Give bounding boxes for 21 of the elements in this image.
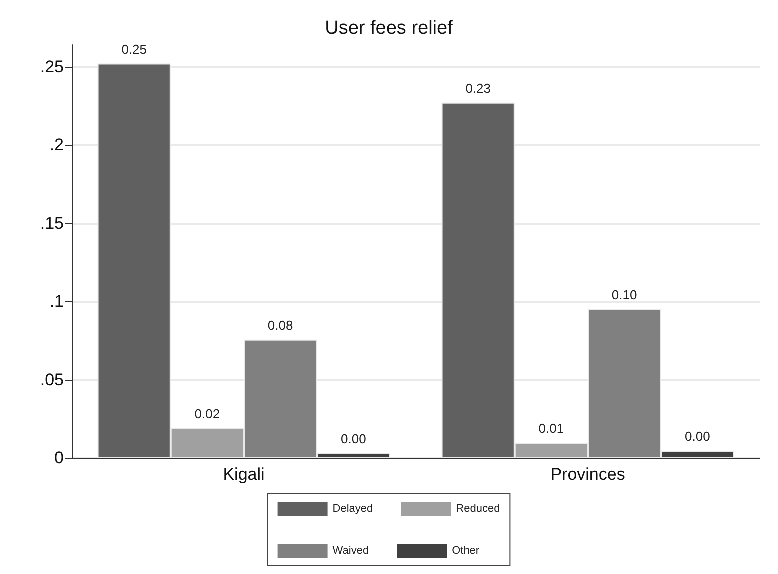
y-tick-label: .1 — [50, 292, 64, 312]
legend-label: Reduced — [456, 503, 500, 515]
legend-label: Delayed — [332, 503, 374, 515]
data-label: 0.25 — [122, 42, 148, 57]
data-label: 0.01 — [538, 421, 564, 436]
data-label: 0.00 — [684, 428, 710, 444]
chart-title: User fees relief — [325, 18, 454, 39]
y-tick-label: .05 — [40, 370, 64, 390]
y-tick-label: .2 — [50, 136, 64, 155]
data-label: 0.02 — [194, 406, 220, 422]
data-label: 0.10 — [612, 287, 638, 302]
data-label: 0.00 — [340, 431, 366, 446]
y-tick-label: .25 — [40, 57, 64, 76]
data-label: 0.23 — [466, 80, 492, 96]
legend-label: Other — [452, 545, 480, 557]
x-tick-label: Provinces — [550, 465, 626, 484]
x-tick-label: Kigali — [223, 465, 265, 484]
y-tick-label: 0 — [54, 448, 64, 468]
y-tick-label: .15 — [40, 214, 64, 233]
data-label: 0.08 — [268, 318, 294, 333]
legend-label: Waived — [332, 545, 370, 557]
